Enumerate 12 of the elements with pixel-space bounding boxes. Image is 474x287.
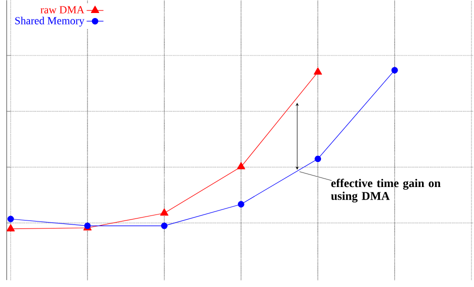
legend-label: Shared Memory bbox=[15, 16, 84, 27]
annotation: effective time gain on using DMA bbox=[331, 178, 441, 203]
point bbox=[314, 156, 322, 162]
point bbox=[238, 201, 244, 208]
point bbox=[391, 67, 398, 74]
point bbox=[236, 162, 246, 170]
point bbox=[6, 224, 15, 232]
point bbox=[160, 208, 168, 216]
point bbox=[7, 216, 14, 222]
point bbox=[314, 67, 322, 75]
legend-label: raw DMA bbox=[40, 6, 84, 14]
point bbox=[161, 222, 168, 230]
